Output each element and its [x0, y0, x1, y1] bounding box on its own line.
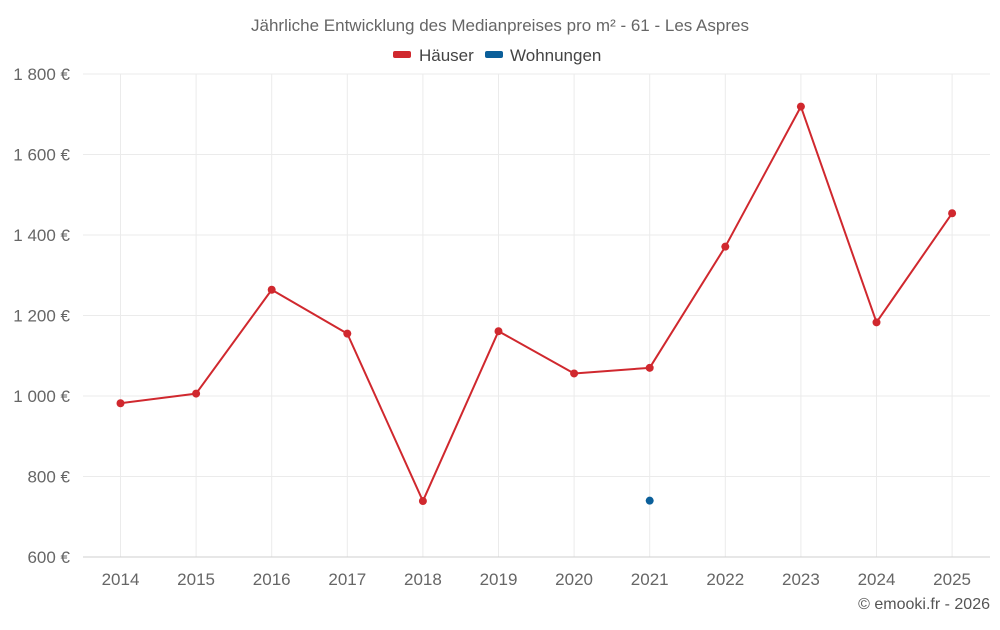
- data-point-Häuser[interactable]: [645, 363, 654, 372]
- data-point-Häuser[interactable]: [721, 242, 730, 251]
- series-line-0: [119, 105, 954, 503]
- y-tick-label: 1 600 €: [13, 146, 70, 165]
- axes: 600 € 800 € 1 000 € 1 200 € 1 400 € 1 600 € 1 …: [13, 65, 990, 589]
- credit-text: © emooki.fr - 2026: [858, 596, 990, 613]
- data-point-Häuser[interactable]: [192, 389, 201, 398]
- x-tick-label: 2014: [102, 570, 140, 589]
- y-tick-label: 800 €: [27, 468, 70, 487]
- data-point-Häuser[interactable]: [872, 318, 881, 327]
- x-tick-label: 2024: [858, 570, 896, 589]
- x-tick-label: 2017: [328, 570, 366, 589]
- data-point-Häuser[interactable]: [116, 399, 125, 408]
- x-tick-label: 2015: [177, 570, 215, 589]
- data-point-Häuser[interactable]: [343, 329, 352, 338]
- grid: [83, 73, 990, 558]
- series-layer: [116, 102, 957, 506]
- x-tick-label: 2019: [480, 570, 518, 589]
- data-point-Häuser[interactable]: [418, 497, 427, 506]
- y-tick-label: 1 200 €: [13, 307, 70, 326]
- y-tick-label: 1 000 €: [13, 387, 70, 406]
- data-point-Häuser[interactable]: [570, 369, 579, 378]
- x-tick-label: 2021: [631, 570, 669, 589]
- legend-label: Wohnungen: [510, 46, 601, 65]
- y-tick-label: 1 800 €: [13, 65, 70, 84]
- data-point-Häuser[interactable]: [796, 102, 805, 111]
- x-tick-label: 2023: [782, 570, 820, 589]
- data-point-Häuser[interactable]: [494, 327, 503, 336]
- legend-swatch: [485, 51, 503, 58]
- x-tick-label: 2016: [253, 570, 291, 589]
- x-tick-label: 2018: [404, 570, 442, 589]
- legend-label: Häuser: [419, 46, 474, 65]
- chart-title: Jährliche Entwicklung des Medianpreises …: [251, 16, 749, 35]
- x-tick-label: 2020: [555, 570, 593, 589]
- x-tick-label: 2025: [933, 570, 971, 589]
- data-point-Wohnungen[interactable]: [645, 496, 654, 505]
- x-tick-label: 2022: [706, 570, 744, 589]
- y-tick-label: 600 €: [27, 548, 70, 567]
- legend-swatch: [393, 51, 411, 58]
- data-point-Häuser[interactable]: [948, 209, 957, 218]
- y-tick-label: 1 400 €: [13, 226, 70, 245]
- legend: Häuser Wohnungen: [393, 46, 601, 65]
- data-point-Häuser[interactable]: [267, 285, 276, 294]
